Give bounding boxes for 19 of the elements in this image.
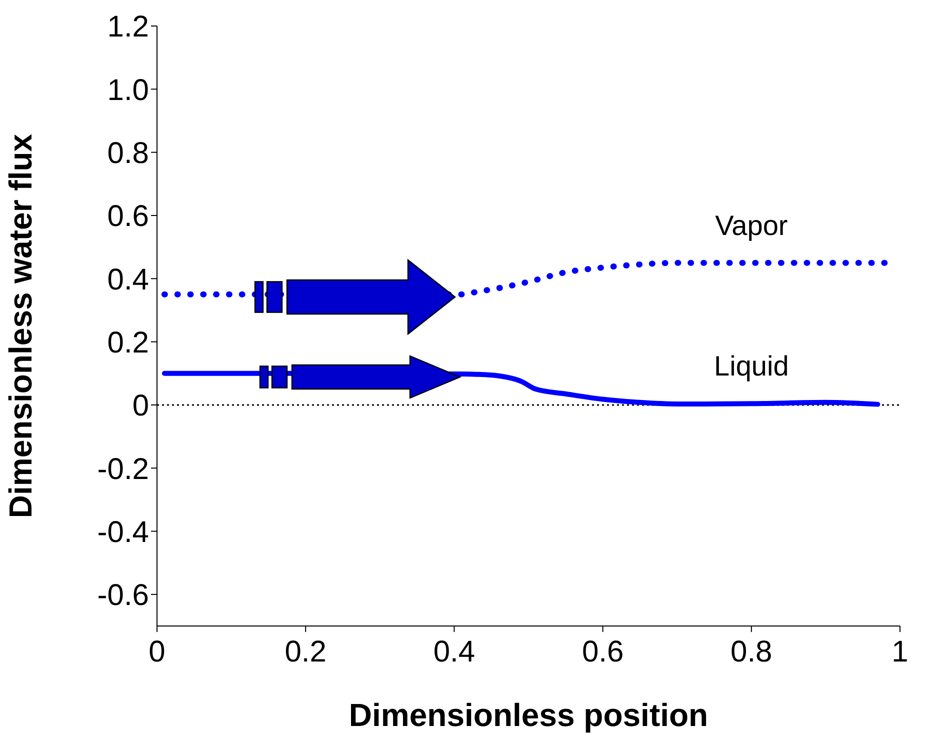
y-tick-label: 0.2 — [107, 326, 149, 360]
series-label: Vapor — [715, 210, 788, 241]
y-tick-label: -0.6 — [97, 579, 149, 612]
y-tick-label: 0.8 — [107, 136, 149, 170]
x-tick-label: 0.6 — [582, 635, 624, 668]
x-tick-label: 0.8 — [730, 635, 772, 668]
x-tick-label: 1 — [892, 635, 908, 668]
y-tick-label: 1.2 — [107, 10, 149, 44]
y-axis-title: Dimensionless water flux — [2, 134, 38, 518]
x-tick-label: 0.2 — [284, 635, 326, 668]
y-tick-label: -0.2 — [97, 452, 149, 486]
x-tick-label: 0.4 — [433, 635, 476, 668]
y-tick-label: 0 — [132, 390, 149, 423]
x-axis-title: Dimensionless position — [348, 697, 708, 733]
y-tick-label: 1.0 — [107, 74, 149, 107]
y-tick-label: -0.4 — [97, 516, 149, 549]
y-tick-label: 0.6 — [107, 200, 149, 234]
series-label: Liquid — [714, 350, 789, 382]
y-tick-label: 0.4 — [107, 263, 149, 296]
